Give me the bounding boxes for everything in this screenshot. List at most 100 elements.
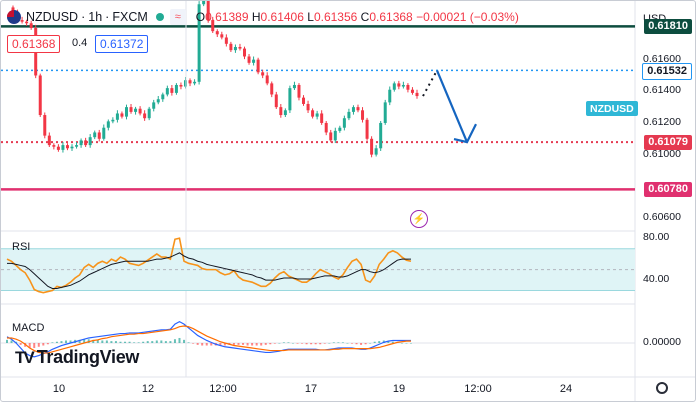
spread-value: 0.4 — [72, 37, 88, 49]
candle-body — [165, 88, 169, 95]
macd-histogram-bar — [273, 343, 276, 344]
candle-body — [183, 80, 187, 87]
macd-histogram-bar — [183, 339, 186, 343]
macd-histogram-bar — [51, 342, 54, 343]
forecast-arrow-head — [453, 123, 477, 144]
candle-body — [29, 23, 33, 28]
macd-histogram-bar — [382, 340, 385, 343]
rsi-pane-label[interactable]: RSI — [12, 241, 31, 253]
interval[interactable]: 1h — [88, 10, 103, 24]
macd-histogram-bar — [55, 341, 58, 343]
candle-body — [11, 7, 15, 13]
candle-body — [274, 94, 278, 108]
candle-body — [38, 75, 42, 116]
macd-histogram-bar — [201, 343, 204, 346]
macd-histogram-bar — [264, 343, 267, 345]
ohlc-l-label: L — [307, 10, 314, 24]
macd-histogram-bar — [255, 343, 258, 346]
time-tick-label: 17 — [304, 383, 318, 395]
candle-body — [143, 113, 147, 119]
macd-histogram-bar — [87, 339, 90, 343]
watermark-text: TradingView — [36, 347, 140, 367]
macd-histogram-bar — [110, 341, 113, 343]
candle-body — [401, 84, 405, 87]
ohlc-c-label: C — [360, 10, 370, 24]
macd-histogram-bar — [346, 343, 349, 344]
macd-histogram-bar — [114, 341, 117, 343]
candle-body — [193, 81, 197, 84]
candle-body — [256, 59, 260, 73]
candle-body — [93, 132, 97, 138]
candle-body — [415, 92, 419, 97]
macd-histogram-bar — [37, 343, 40, 347]
candle-body — [302, 97, 306, 104]
macd-histogram-bar — [155, 340, 158, 343]
candle-body — [156, 99, 160, 103]
macd-histogram-bar — [242, 343, 245, 345]
ohlc-o-label: O — [195, 10, 206, 24]
chart-header: NZDUSD · 1h · FXCM ≈ O0.61389 H0.61406 L… — [1, 7, 519, 27]
time-tick-label: 12 — [141, 383, 155, 395]
sell-price-button[interactable]: 0.61368 — [7, 35, 61, 53]
macd-histogram-bar — [323, 343, 326, 344]
candle-body — [75, 145, 79, 147]
macd-histogram-bar — [119, 341, 122, 343]
candle-body — [329, 132, 333, 141]
macd-series-signal — [7, 325, 411, 354]
macd-histogram-bar — [192, 343, 195, 344]
ohlc-open: 0.61389 — [205, 10, 249, 24]
candle-body — [97, 132, 101, 139]
macd-histogram-bar — [246, 343, 249, 346]
macd-histogram-bar — [124, 341, 127, 343]
macd-histogram-bar — [219, 343, 222, 346]
macd-histogram-bar — [301, 343, 304, 344]
macd-histogram-bar — [210, 343, 213, 346]
time-tick-label: 12:00 — [464, 383, 492, 395]
macd-histogram-bar — [328, 343, 331, 344]
candle-body — [365, 119, 369, 139]
macd-histogram-bar — [314, 343, 317, 345]
settings-gear-icon[interactable] — [656, 382, 668, 394]
price-tick-label: 0.61200 — [643, 115, 681, 128]
indicator-icon[interactable]: ≈ — [169, 9, 186, 25]
rsi-tick-label: 40.00 — [643, 273, 670, 286]
candle-body — [342, 118, 346, 128]
candle-body — [129, 107, 133, 112]
candle-body — [202, 1, 206, 5]
candle-body — [106, 121, 110, 128]
candle-body — [238, 46, 242, 49]
candle-body — [374, 148, 378, 155]
macd-histogram-bar — [251, 343, 254, 346]
macd-histogram-bar — [373, 341, 376, 343]
candle-body — [102, 127, 106, 139]
price-tick-label: 0.61400 — [643, 84, 681, 97]
macd-histogram-bar — [6, 339, 8, 343]
candle-body — [229, 43, 233, 51]
candle-body — [188, 80, 192, 84]
candle-body — [124, 107, 128, 117]
ohlc-values: O0.61389 H0.61406 L0.61356 C0.61368 −0.0… — [196, 10, 519, 24]
symbol-name[interactable]: NZDUSD — [26, 10, 79, 24]
price-tick-label: 0.61000 — [643, 147, 681, 160]
candle-body — [351, 107, 355, 112]
candle-body — [170, 88, 174, 93]
macd-histogram-bar — [137, 342, 140, 343]
candle-body — [215, 31, 219, 35]
macd-histogram-bar — [387, 341, 390, 343]
macd-histogram-bar — [164, 341, 167, 343]
macd-histogram-bar — [287, 342, 290, 343]
macd-histogram-bar — [223, 343, 226, 346]
candle-body — [47, 135, 51, 146]
candle-body — [243, 48, 247, 57]
rsi-series-ma — [7, 252, 411, 289]
bolt-icon[interactable]: ⚡ — [410, 210, 428, 228]
macd-pane-label[interactable]: MACD — [12, 322, 45, 334]
macd-histogram-bar — [232, 343, 235, 345]
rsi-tick-label: 80.00 — [643, 231, 670, 244]
macd-histogram-bar — [105, 340, 108, 343]
candle-body — [383, 102, 387, 123]
buy-price-button[interactable]: 0.61372 — [95, 35, 149, 53]
macd-histogram-bar — [128, 341, 131, 343]
